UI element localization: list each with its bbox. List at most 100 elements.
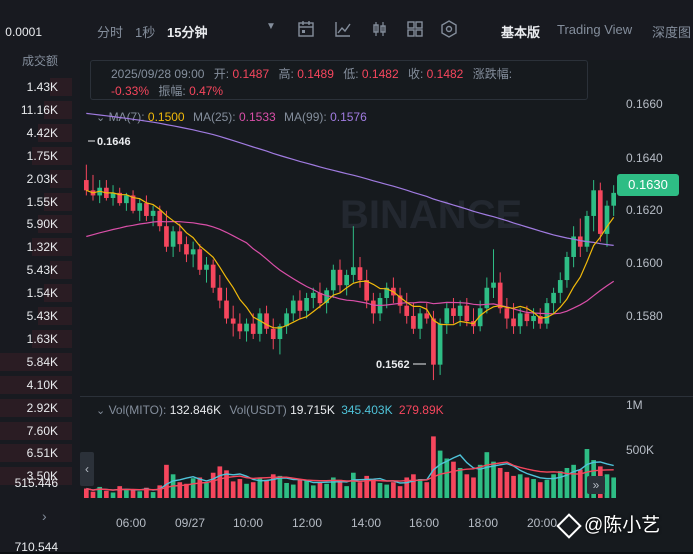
candle[interactable] xyxy=(397,295,403,306)
candle[interactable] xyxy=(577,236,583,247)
candle[interactable] xyxy=(431,318,436,365)
caret-down-icon[interactable]: ▼ xyxy=(266,21,276,32)
candle[interactable] xyxy=(204,264,209,270)
candle[interactable] xyxy=(177,231,183,245)
price-tick: 0.1580 xyxy=(626,309,663,323)
scroll-left-button[interactable]: ‹ xyxy=(80,452,94,486)
candle[interactable] xyxy=(117,192,123,204)
candle[interactable] xyxy=(537,315,543,324)
volume-chart[interactable] xyxy=(80,415,620,498)
candle[interactable] xyxy=(557,280,563,293)
candle[interactable] xyxy=(517,313,523,327)
calendar-icon[interactable] xyxy=(297,20,315,38)
collapse-icon[interactable]: ⌄ xyxy=(96,405,106,417)
candle[interactable] xyxy=(604,205,610,234)
candle[interactable] xyxy=(451,308,456,316)
depth-bar xyxy=(32,238,72,257)
candle[interactable] xyxy=(164,226,169,247)
candle[interactable] xyxy=(84,180,89,191)
usdt-value: 19.715K xyxy=(290,403,335,417)
grid-layout-icon[interactable] xyxy=(406,20,424,38)
price-chart[interactable]: BINANCE 0.1646 0.1562 xyxy=(80,98,693,398)
candle[interactable] xyxy=(591,190,596,216)
candle[interactable] xyxy=(150,210,156,216)
candle[interactable] xyxy=(571,236,576,257)
volume-bar xyxy=(297,479,303,498)
candle[interactable] xyxy=(284,313,289,327)
candlestick-icon[interactable] xyxy=(370,20,388,38)
volume-bar xyxy=(250,482,256,498)
candle[interactable] xyxy=(144,203,149,216)
candle[interactable] xyxy=(170,231,176,247)
candle[interactable] xyxy=(230,318,236,324)
candle[interactable] xyxy=(317,292,323,304)
candle[interactable] xyxy=(110,192,116,198)
candle[interactable] xyxy=(411,315,416,329)
candle[interactable] xyxy=(384,287,390,298)
candle[interactable] xyxy=(404,305,410,316)
indicator-chart-icon[interactable] xyxy=(334,20,352,38)
interval-1s[interactable]: 1秒 xyxy=(135,25,156,40)
candle[interactable] xyxy=(244,323,249,332)
candle[interactable] xyxy=(497,282,503,309)
candle[interactable] xyxy=(270,328,276,340)
candle[interactable] xyxy=(424,313,430,319)
candle[interactable] xyxy=(351,267,356,275)
candle[interactable] xyxy=(237,323,243,332)
candle[interactable] xyxy=(597,190,603,234)
candle[interactable] xyxy=(584,215,590,247)
view-depth[interactable]: 深度图 xyxy=(652,25,692,40)
view-basic[interactable]: 基本版 xyxy=(501,25,541,40)
candle[interactable] xyxy=(324,290,329,304)
chevron-right-icon[interactable]: › xyxy=(42,508,47,524)
candle[interactable] xyxy=(210,264,216,288)
candle[interactable] xyxy=(511,318,516,327)
candle[interactable] xyxy=(224,300,229,319)
candle[interactable] xyxy=(184,244,189,255)
candle[interactable] xyxy=(124,195,129,204)
candle[interactable] xyxy=(491,282,496,288)
settings-icon[interactable] xyxy=(440,20,458,38)
candle[interactable] xyxy=(157,210,163,227)
candle[interactable] xyxy=(190,249,196,255)
candle[interactable] xyxy=(197,249,203,270)
candle[interactable] xyxy=(444,308,450,324)
candle[interactable] xyxy=(337,269,343,286)
candle[interactable] xyxy=(371,300,376,314)
candle[interactable] xyxy=(137,203,143,211)
candle[interactable] xyxy=(477,308,483,327)
candle[interactable] xyxy=(304,298,309,311)
candle[interactable] xyxy=(310,292,316,298)
candle[interactable] xyxy=(130,195,136,211)
candle[interactable] xyxy=(524,313,530,322)
pane-separator[interactable] xyxy=(80,396,693,397)
candle[interactable] xyxy=(437,323,443,365)
candle[interactable] xyxy=(357,267,363,281)
candle[interactable] xyxy=(611,192,616,206)
candle[interactable] xyxy=(457,305,463,316)
candle[interactable] xyxy=(344,274,349,286)
candle[interactable] xyxy=(464,305,470,322)
candle[interactable] xyxy=(551,292,556,304)
candle[interactable] xyxy=(277,326,283,340)
candle[interactable] xyxy=(264,313,269,329)
candle[interactable] xyxy=(484,287,490,309)
candle[interactable] xyxy=(250,323,256,334)
volume-bar xyxy=(477,464,483,498)
view-tradingview[interactable]: Trading View xyxy=(557,22,633,37)
candle[interactable] xyxy=(217,287,223,301)
candle[interactable] xyxy=(330,269,336,291)
candle[interactable] xyxy=(257,313,263,334)
candle[interactable] xyxy=(290,300,296,314)
candle[interactable] xyxy=(504,308,510,319)
candle[interactable] xyxy=(364,280,370,301)
candle[interactable] xyxy=(531,315,536,322)
scroll-end-icon[interactable]: » xyxy=(587,476,605,494)
candle[interactable] xyxy=(417,313,423,329)
collapse-icon[interactable]: ⌄ xyxy=(96,112,106,124)
interval-15m[interactable]: 15分钟 xyxy=(167,25,208,40)
candle[interactable] xyxy=(297,300,303,311)
volume-bar xyxy=(304,480,309,498)
candle[interactable] xyxy=(564,256,570,281)
interval-timeline[interactable]: 分时 xyxy=(97,25,124,40)
